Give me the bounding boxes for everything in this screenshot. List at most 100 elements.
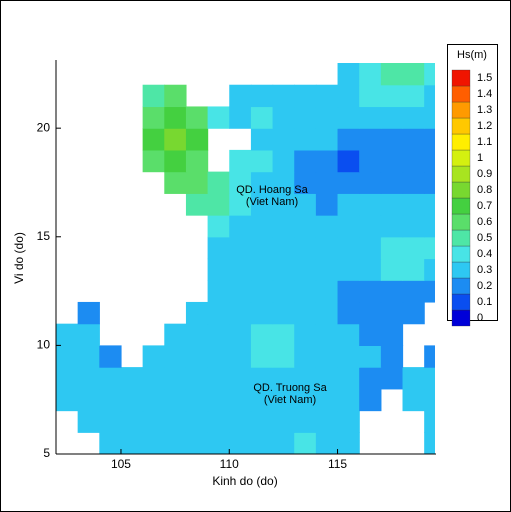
field-cell — [229, 193, 252, 216]
colorbar-swatch — [451, 277, 471, 295]
colorbar-label: 0.5 — [477, 232, 492, 244]
field-cell — [272, 149, 295, 173]
colorbar-label: 0.3 — [477, 264, 492, 276]
field-cell — [337, 63, 360, 86]
field-cell — [164, 367, 187, 390]
field-cell — [207, 410, 230, 433]
field-cell — [359, 84, 382, 108]
field-cell — [250, 149, 274, 173]
field-cell — [56, 388, 79, 412]
field-cell — [250, 323, 274, 346]
field-cell — [380, 84, 404, 108]
colorbar-swatch — [451, 197, 471, 215]
field-cell — [359, 236, 382, 260]
colorbar-title: Hs(m) — [457, 49, 487, 61]
field-cell — [424, 388, 435, 412]
colorbar-label: 0.7 — [477, 200, 492, 212]
field-cell — [185, 106, 209, 129]
field-cell — [402, 280, 425, 303]
field-cell — [380, 367, 404, 390]
field-cell — [380, 106, 404, 129]
field-cell — [380, 193, 404, 216]
field-cell — [229, 410, 252, 433]
y-tick-label: 5 — [43, 446, 50, 460]
field-cell — [272, 301, 295, 325]
field-cell — [294, 258, 317, 281]
field-cell — [250, 128, 274, 151]
field-cell — [337, 345, 360, 368]
field-cell — [359, 106, 382, 129]
colorbar-swatch — [451, 261, 471, 279]
field-cell — [359, 63, 382, 86]
field-cell — [315, 236, 339, 260]
field-cell — [142, 388, 165, 412]
field-cell — [380, 171, 404, 194]
colorbar-swatch — [451, 165, 471, 183]
field-cell — [315, 215, 339, 238]
field-cell — [229, 171, 252, 194]
field-cell — [380, 149, 404, 173]
field-cell — [315, 258, 339, 281]
field-cell — [250, 193, 274, 216]
field-cell — [250, 84, 274, 108]
colorbar-label: 1.3 — [477, 104, 492, 116]
field-cell — [229, 84, 252, 108]
field-cell — [229, 367, 252, 390]
field-cell — [294, 323, 317, 346]
field-cell — [359, 171, 382, 194]
field-cell — [142, 367, 165, 390]
field-cell — [294, 280, 317, 303]
field-cell — [380, 323, 404, 346]
field-cell — [185, 323, 209, 346]
field-cell — [229, 280, 252, 303]
field-cell — [207, 236, 230, 260]
field-cell — [380, 258, 404, 281]
field-cell — [315, 367, 339, 390]
field-cell — [294, 193, 317, 216]
colorbar-swatch — [451, 69, 471, 87]
field-cell — [402, 106, 425, 129]
field-cell — [380, 280, 404, 303]
colorbar-label: 1.2 — [477, 120, 492, 132]
field-cell — [294, 410, 317, 433]
annotation: QD. Hoang Sa — [236, 184, 308, 196]
field-cell — [402, 236, 425, 260]
x-tick-label: 105 — [111, 457, 131, 471]
field-cell — [315, 84, 339, 108]
field-cell — [250, 345, 274, 368]
field-cell — [250, 432, 274, 454]
field-cell — [272, 193, 295, 216]
field-cell — [272, 323, 295, 346]
field-cell — [272, 128, 295, 151]
field-cell — [164, 323, 187, 346]
field-cell — [207, 432, 230, 454]
field-cell — [185, 432, 209, 454]
field-cell — [56, 345, 79, 368]
field-cell — [164, 410, 187, 433]
field-cell — [294, 345, 317, 368]
field-cell — [77, 323, 100, 346]
field-cell — [424, 236, 435, 260]
field-cell — [250, 280, 274, 303]
colorbar-swatch — [451, 213, 471, 231]
field-cell — [272, 258, 295, 281]
field-cell — [359, 149, 382, 173]
field-cell — [380, 215, 404, 238]
field-cell — [294, 106, 317, 129]
field-cell — [337, 410, 360, 433]
colorbar-swatch — [451, 85, 471, 103]
field-cell — [424, 432, 435, 454]
field-cell — [424, 149, 435, 173]
field-cell — [164, 171, 187, 194]
field-cell — [424, 63, 435, 86]
field-cell — [337, 215, 360, 238]
field-cell — [164, 106, 187, 129]
field-cell — [380, 63, 404, 86]
field-cell — [402, 367, 425, 390]
field-cell — [315, 388, 339, 412]
annotation: QD. Truong Sa — [253, 382, 327, 394]
field-cell — [359, 128, 382, 151]
field-cell — [315, 149, 339, 173]
x-axis-label: Kinh do (do) — [212, 474, 277, 488]
